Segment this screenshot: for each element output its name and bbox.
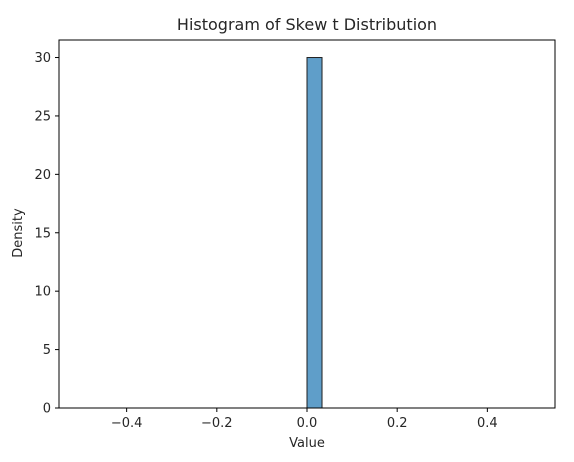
y-tick-label: 0 (43, 402, 51, 417)
x-axis-label: Value (289, 436, 325, 451)
x-tick-label: 0.0 (297, 416, 318, 431)
y-tick-label: 5 (43, 343, 51, 358)
y-axis-label: Density (11, 208, 26, 258)
x-tick-label: −0.2 (201, 416, 233, 431)
chart-title: Histogram of Skew t Distribution (177, 15, 437, 34)
x-tick-label: 0.4 (477, 416, 498, 431)
y-tick-label: 30 (34, 51, 51, 66)
x-tick-label: −0.4 (111, 416, 143, 431)
y-tick-label: 10 (34, 285, 51, 300)
histogram-bar (306, 57, 323, 409)
y-tick-label: 15 (34, 226, 51, 241)
x-tick-label: 0.2 (387, 416, 408, 431)
plot-area: −0.4 −0.2 0.0 0.2 0.4 0 5 10 15 20 25 30 (34, 39, 556, 431)
y-tick-label: 20 (34, 168, 51, 183)
y-tick-label: 25 (34, 109, 51, 124)
